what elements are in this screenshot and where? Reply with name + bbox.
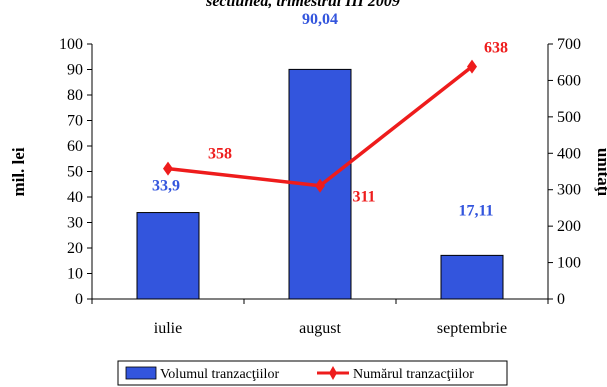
line-point [315, 178, 325, 193]
x-tick-label: septembrie [437, 320, 507, 337]
y-left-axis-title: mil. lei [9, 147, 28, 196]
y-left-tick-label: 50 [67, 164, 83, 181]
y-right-tick-label: 700 [557, 36, 581, 53]
bar-data-label: 90,04 [302, 11, 338, 28]
y-right-tick-label: 400 [557, 145, 581, 162]
y-right-tick-label: 500 [557, 109, 581, 126]
bar [440, 254, 504, 300]
legend-swatch-marker [329, 366, 337, 380]
y-left-tick-label: 0 [75, 291, 83, 308]
x-tick-label: august [299, 320, 341, 337]
y-left-tick-label: 80 [67, 87, 83, 104]
y-left-tick-label: 100 [59, 36, 83, 53]
y-left-tick-label: 20 [67, 240, 83, 257]
y-left-tick-label: 70 [67, 113, 83, 130]
y-left-tick-label: 40 [67, 189, 83, 206]
line-point [163, 161, 173, 176]
y-right-tick-label: 100 [557, 255, 581, 272]
plot-area: 0 10 20 30 40 50 60 70 80 90 100 0 100 200 300 400 500 60… [59, 11, 581, 337]
bar-data-label: 33,9 [152, 178, 180, 195]
line-point [467, 59, 477, 74]
legend-label-numar: Numărul tranzacţiilor [353, 367, 474, 382]
legend-label-volum: Volumul tranzacţiilor [160, 367, 279, 382]
y-left-tick-label: 10 [67, 266, 83, 283]
bar-data-label: 17,11 [458, 202, 493, 219]
bar [136, 212, 200, 300]
y-right-tick-label: 0 [557, 291, 565, 308]
y-right-axis-title: unităţi [594, 148, 607, 196]
legend: Volumul tranzacţiilor Numărul tranzacţii… [117, 360, 508, 386]
line-data-label: 358 [208, 146, 232, 163]
chart-title: sectiunea, trimestrul III 2009 [205, 0, 400, 10]
y-right-tick-label: 300 [557, 182, 581, 199]
y-left-tick-label: 30 [67, 215, 83, 232]
x-tick-label: iulie [154, 320, 182, 337]
legend-swatch-bar [125, 366, 157, 380]
y-left-tick-label: 90 [67, 62, 83, 79]
y-right-tick-label: 600 [557, 72, 581, 89]
legend-border [117, 360, 508, 386]
y-right-tick-label: 200 [557, 218, 581, 235]
line-data-label: 311 [352, 189, 375, 206]
line-data-label: 638 [484, 40, 508, 57]
y-left-tick-label: 60 [67, 138, 83, 155]
